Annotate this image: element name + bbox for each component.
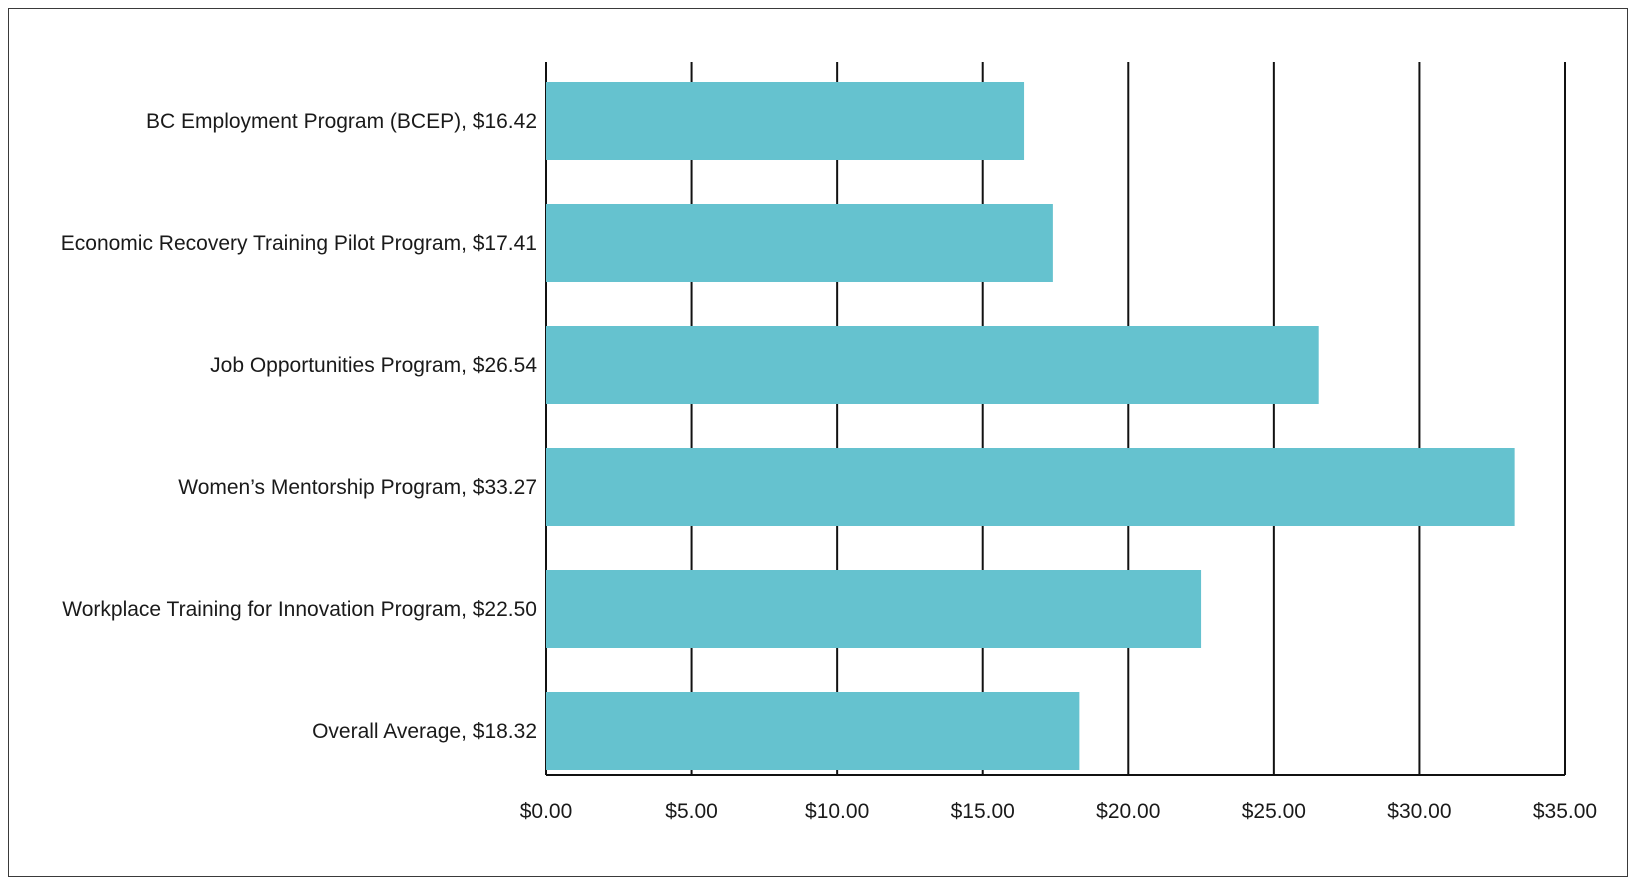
bar xyxy=(546,448,1515,526)
x-tick-label: $15.00 xyxy=(951,800,1015,823)
x-tick-label: $30.00 xyxy=(1387,800,1451,823)
category-label: Workplace Training for Innovation Progra… xyxy=(62,598,537,621)
gridlines xyxy=(545,62,1566,776)
x-tick-labels: $0.00 $5.00 $10.00 $15.00 $20.00 $25.00 $30.00… xyxy=(520,800,1597,823)
x-tick-label: $0.00 xyxy=(520,800,573,823)
x-tick-label: $25.00 xyxy=(1242,800,1306,823)
x-tick-label: $20.00 xyxy=(1096,800,1160,823)
bar xyxy=(546,570,1202,648)
bar xyxy=(546,326,1319,404)
category-label: Women’s Mentorship Program, $33.27 xyxy=(178,476,537,499)
category-label: Job Opportunities Program, $26.54 xyxy=(210,354,537,377)
category-labels: BC Employment Program (BCEP), $16.42 Econ… xyxy=(61,110,538,743)
x-tick-label: $5.00 xyxy=(665,800,718,823)
bar xyxy=(546,692,1080,770)
bar xyxy=(546,204,1053,282)
category-label: BC Employment Program (BCEP), $16.42 xyxy=(146,110,537,133)
category-label: Overall Average, $18.32 xyxy=(312,720,537,743)
bar xyxy=(546,82,1025,160)
x-tick-label: $35.00 xyxy=(1533,800,1597,823)
bars xyxy=(546,82,1515,770)
category-label: Economic Recovery Training Pilot Program… xyxy=(61,232,537,255)
x-tick-label: $10.00 xyxy=(805,800,869,823)
